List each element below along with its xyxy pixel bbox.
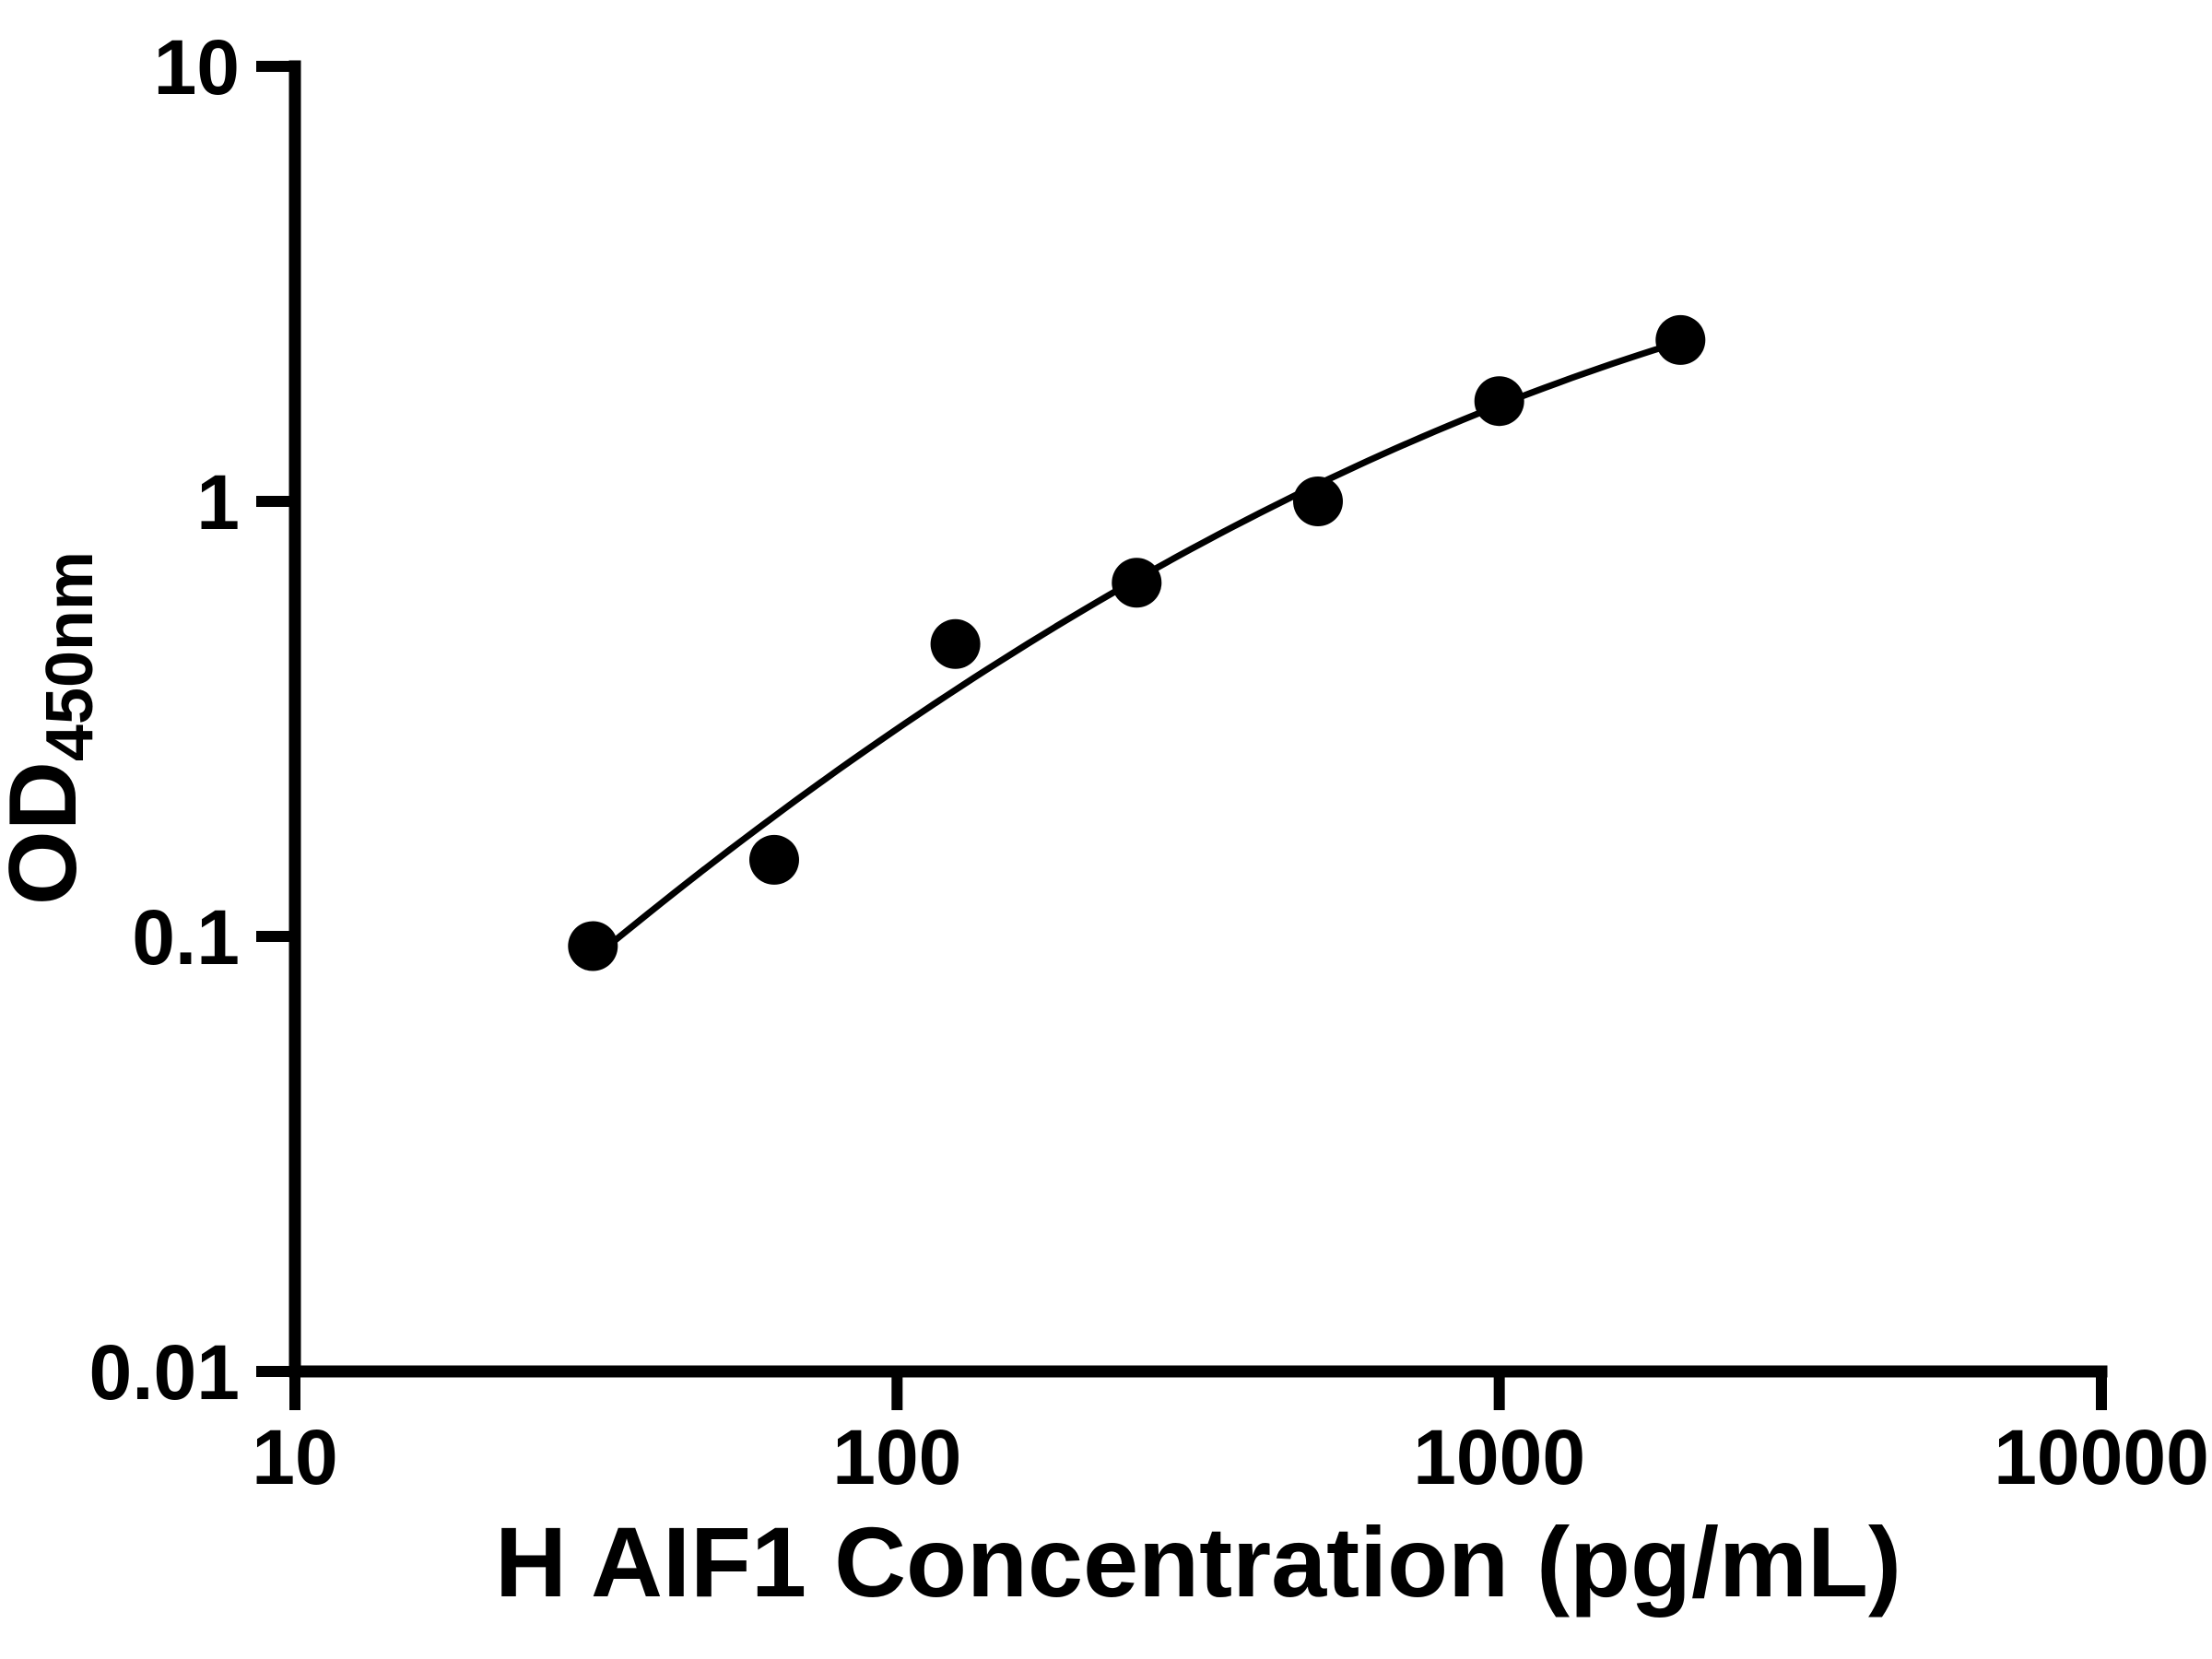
- axes-group: 10 100 1000 10000 0.01 0.1 1 10: [89, 24, 2209, 1500]
- data-point: [930, 618, 981, 669]
- y-tick-label: 0.01: [89, 1329, 241, 1416]
- data-point: [1293, 477, 1343, 526]
- data-point: [1112, 558, 1162, 608]
- x-tick-label: 10: [252, 1414, 337, 1500]
- y-tick-label: 10: [154, 24, 240, 111]
- y-axis-label-subscript: 450nm: [33, 551, 107, 761]
- data-point: [1474, 376, 1524, 427]
- y-axis-label-base: OD: [0, 761, 97, 905]
- y-axis-label: OD450nm: [0, 551, 107, 905]
- y-tick-label: 0.1: [132, 894, 240, 981]
- data-point: [568, 921, 618, 971]
- y-tick-label: 1: [196, 459, 240, 546]
- data-point: [1655, 314, 1706, 365]
- x-axis-label: H AIF1 Concentration (pg/mL): [495, 1506, 1901, 1618]
- x-tick-label: 1000: [1413, 1414, 1585, 1500]
- x-tick-label: 100: [832, 1414, 961, 1500]
- x-tick-label: 10000: [1994, 1414, 2209, 1500]
- data-point: [749, 834, 799, 885]
- data-points-group: [568, 314, 1706, 971]
